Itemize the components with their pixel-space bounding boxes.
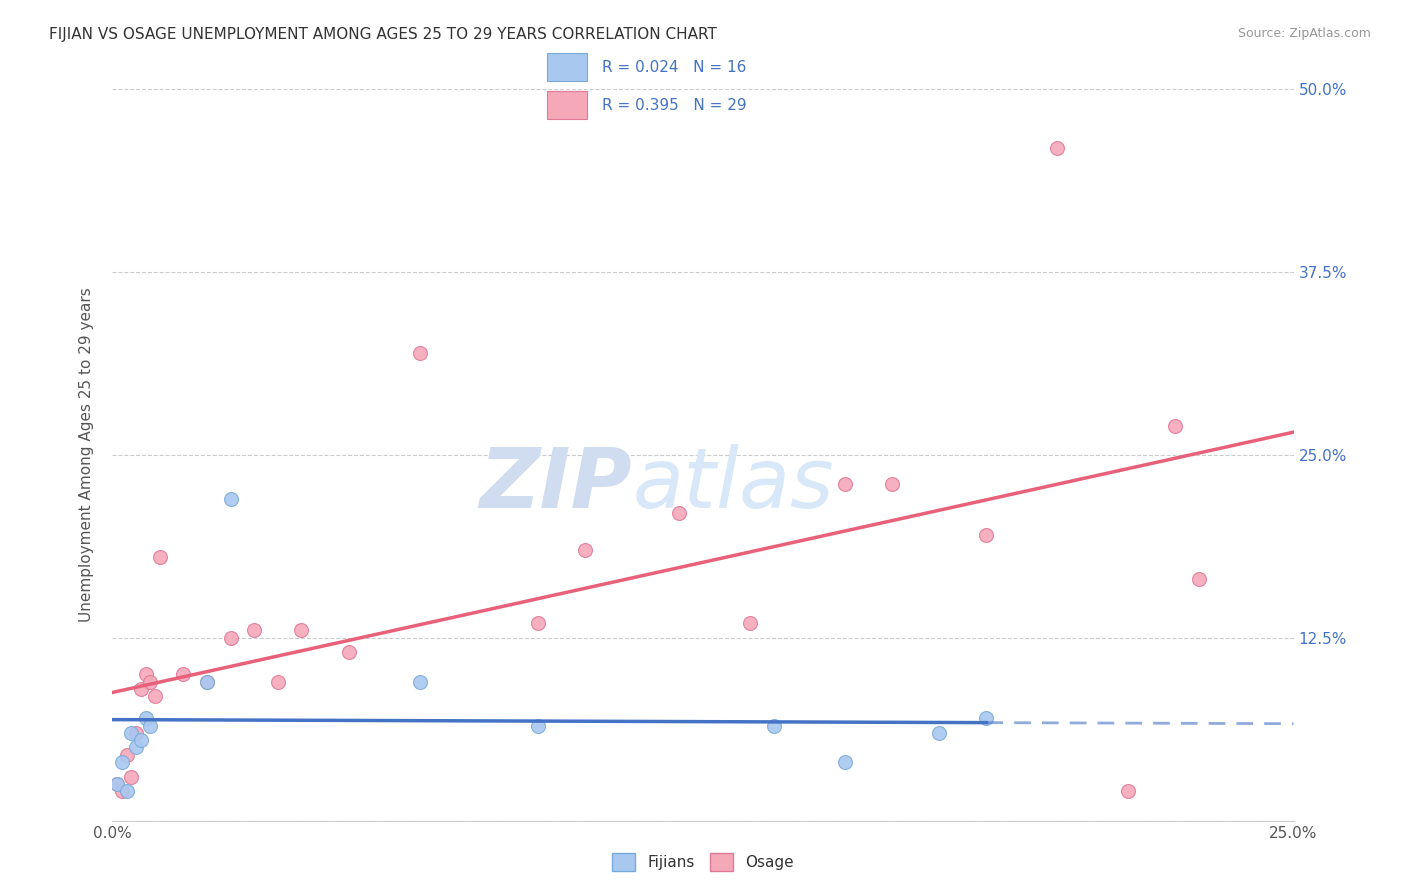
Point — [1164, 418, 1187, 433]
Point — [139, 674, 162, 689]
Bar — [547, 91, 586, 120]
Point — [105, 777, 128, 791]
Point — [337, 645, 360, 659]
Text: R = 0.395   N = 29: R = 0.395 N = 29 — [602, 98, 747, 113]
Point — [125, 726, 148, 740]
Point — [1188, 572, 1211, 586]
Point — [1116, 784, 1139, 798]
Point — [115, 747, 138, 762]
Point — [135, 667, 157, 681]
Y-axis label: Unemployment Among Ages 25 to 29 years: Unemployment Among Ages 25 to 29 years — [79, 287, 94, 623]
Point — [219, 631, 242, 645]
Point — [219, 491, 242, 506]
Bar — [547, 54, 586, 81]
Point — [125, 740, 148, 755]
Point — [129, 733, 152, 747]
Text: R = 0.024   N = 16: R = 0.024 N = 16 — [602, 60, 747, 75]
Point — [762, 718, 785, 732]
Text: atlas: atlas — [633, 443, 834, 524]
Point — [129, 681, 152, 696]
Point — [243, 624, 266, 638]
Point — [408, 345, 430, 359]
Text: ZIP: ZIP — [479, 443, 633, 524]
Point — [928, 726, 950, 740]
Point — [135, 711, 157, 725]
Point — [195, 674, 218, 689]
Point — [834, 477, 856, 491]
Text: FIJIAN VS OSAGE UNEMPLOYMENT AMONG AGES 25 TO 29 YEARS CORRELATION CHART: FIJIAN VS OSAGE UNEMPLOYMENT AMONG AGES … — [49, 27, 717, 42]
Point — [880, 477, 903, 491]
Point — [526, 718, 548, 732]
Point — [111, 784, 134, 798]
Point — [267, 674, 290, 689]
Point — [172, 667, 194, 681]
Point — [120, 770, 142, 784]
Point — [668, 507, 690, 521]
Point — [143, 690, 166, 704]
Point — [105, 777, 128, 791]
Point — [1046, 141, 1069, 155]
Point — [740, 616, 762, 631]
Point — [195, 674, 218, 689]
Point — [408, 674, 430, 689]
Legend: Fijians, Osage: Fijians, Osage — [605, 845, 801, 879]
Point — [290, 624, 312, 638]
Point — [574, 543, 596, 558]
Point — [834, 755, 856, 769]
Point — [149, 550, 172, 565]
Point — [115, 784, 138, 798]
Point — [111, 755, 134, 769]
Point — [139, 718, 162, 732]
Point — [976, 711, 998, 725]
Point — [976, 528, 998, 542]
Point — [120, 726, 142, 740]
Point — [526, 616, 548, 631]
Text: Source: ZipAtlas.com: Source: ZipAtlas.com — [1237, 27, 1371, 40]
